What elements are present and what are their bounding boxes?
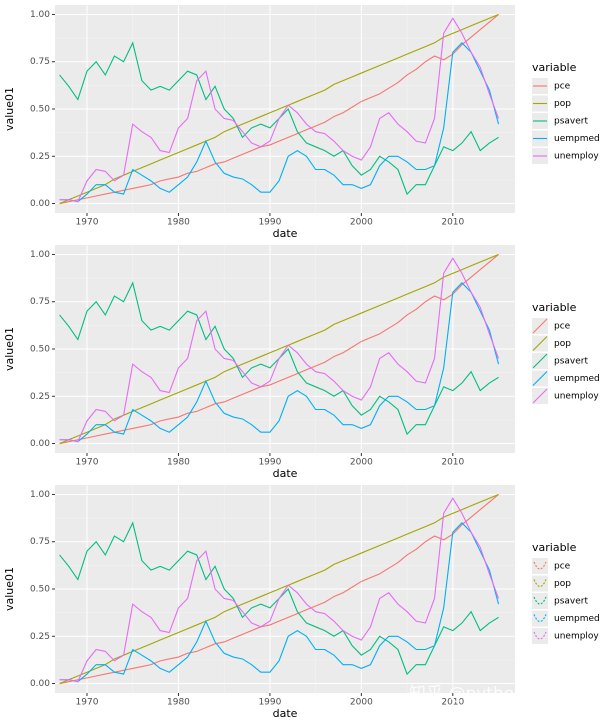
legend-label: unemploy <box>554 632 599 642</box>
legend-key-bg <box>532 628 548 644</box>
series-line <box>59 497 500 683</box>
panel: 0.00 0.25 0.50 0.75 1.00 1970 1980 1990 2000 2010… <box>3 245 600 480</box>
legend-key-bg <box>532 558 548 574</box>
y-tick-label: 0.50 <box>30 105 50 115</box>
legend-label: pop <box>554 99 571 109</box>
legend-label: pce <box>554 82 571 92</box>
legend-key <box>532 336 548 351</box>
legend-key <box>532 371 548 386</box>
series-line <box>59 42 500 203</box>
y-axis-title: value01 <box>3 327 16 371</box>
y-tick-label: 0.00 <box>30 439 50 449</box>
series-line <box>59 522 500 683</box>
series-line <box>59 253 499 445</box>
legend-label: unemploy <box>554 392 599 402</box>
x-tick-label: 1970 <box>76 218 99 228</box>
y-tick-label: 0.50 <box>30 585 50 595</box>
legend-title: variable <box>532 301 577 314</box>
legend-label: uempmed <box>554 614 600 624</box>
series-line <box>59 257 500 443</box>
legend-title: variable <box>532 61 577 74</box>
series-line <box>59 17 500 203</box>
legend-key <box>533 631 547 640</box>
legend-key <box>533 596 547 605</box>
x-tick-label: 1980 <box>167 458 190 468</box>
y-tick-label: 0.50 <box>30 345 50 355</box>
panel: 0.00 0.25 0.50 0.75 1.00 1970 1980 1990 2000 2010… <box>3 485 600 720</box>
y-tick-label: 0.75 <box>30 297 50 307</box>
y-tick-label: 0.25 <box>30 152 50 162</box>
x-tick-label: 1990 <box>258 458 281 468</box>
legend-key-bg <box>532 575 548 592</box>
x-axis-title: date <box>273 227 298 240</box>
x-tick-label: 2010 <box>441 698 464 708</box>
x-tick-label: 2000 <box>350 458 373 468</box>
y-tick-label: 0.25 <box>30 392 50 402</box>
series-line <box>59 494 499 685</box>
legend-key <box>533 561 547 570</box>
x-tick-label: 2010 <box>441 218 464 228</box>
legend-key <box>532 318 548 334</box>
panel: 0.00 0.25 0.50 0.75 1.00 1970 1980 1990 2000 2010… <box>3 5 600 240</box>
legend-label: psavert <box>554 117 588 127</box>
legend-title: variable <box>532 541 577 554</box>
y-axis-title: value01 <box>3 87 16 131</box>
series-line <box>59 13 499 205</box>
legend-key-bg <box>532 610 548 627</box>
y-tick-label: 0.00 <box>30 679 50 689</box>
watermark: 知乎 @pythonic生物人 <box>409 684 590 704</box>
legend-label: pce <box>554 322 571 332</box>
x-tick-label: 2000 <box>350 218 373 228</box>
y-axis-title: value01 <box>3 567 16 611</box>
x-axis-title: date <box>273 707 298 720</box>
series-line <box>59 254 499 445</box>
y-tick-label: 0.75 <box>30 57 50 67</box>
legend-key <box>532 388 548 404</box>
legend-label: uempmed <box>554 374 600 384</box>
x-tick-label: 1980 <box>167 218 190 228</box>
legend-label: psavert <box>554 357 588 367</box>
legend-label: uempmed <box>554 134 600 144</box>
legend-key-bg <box>532 593 548 609</box>
y-tick-label: 0.75 <box>30 537 50 547</box>
x-tick-label: 1970 <box>76 698 99 708</box>
y-tick-label: 1.00 <box>30 250 50 260</box>
x-axis-title: date <box>273 467 298 480</box>
x-tick-label: 1990 <box>258 698 281 708</box>
x-tick-label: 2000 <box>350 698 373 708</box>
legend-label: pop <box>554 339 571 349</box>
x-tick-label: 1980 <box>167 698 190 708</box>
legend-key <box>532 353 548 369</box>
legend-key <box>533 579 547 588</box>
y-tick-label: 1.00 <box>30 10 50 20</box>
series-line <box>59 493 499 685</box>
y-tick-label: 1.00 <box>30 490 50 500</box>
x-tick-label: 1970 <box>76 458 99 468</box>
legend-label: psavert <box>554 597 588 607</box>
legend-key <box>533 614 547 623</box>
legend-label: unemploy <box>554 152 599 162</box>
x-tick-label: 2010 <box>441 458 464 468</box>
series-line <box>59 282 500 443</box>
legend-label: pop <box>554 579 571 589</box>
y-tick-label: 0.25 <box>30 632 50 642</box>
series-line <box>59 14 499 205</box>
x-tick-label: 1990 <box>258 218 281 228</box>
y-tick-label: 0.00 <box>30 199 50 209</box>
legend-label: pce <box>554 562 571 572</box>
